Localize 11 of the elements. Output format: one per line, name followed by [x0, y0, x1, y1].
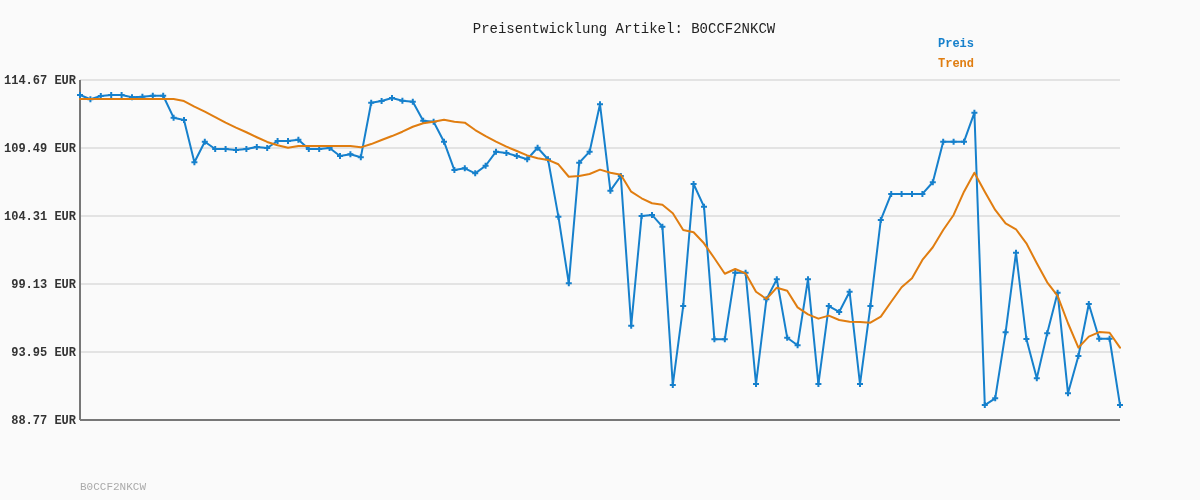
y-tick-label: 109.49 EUR — [3, 142, 77, 157]
line-series — [79, 98, 1121, 349]
text: B0CCF2NKCW — [80, 481, 147, 493]
y-tick-label: 99.13 EUR — [11, 278, 77, 293]
y-tick-label: 88.77 EUR — [11, 414, 77, 429]
y-tick-label: 104.31 EUR — [3, 210, 77, 225]
chart-title: Preisentwicklung Artikel: B0CCF2NKCW — [472, 21, 776, 37]
y-tick-label: 93.95 EUR — [11, 346, 77, 361]
text: Trend — [938, 57, 975, 71]
text: Preis — [938, 37, 975, 51]
y-tick-label: 114.67 EUR — [3, 74, 77, 89]
